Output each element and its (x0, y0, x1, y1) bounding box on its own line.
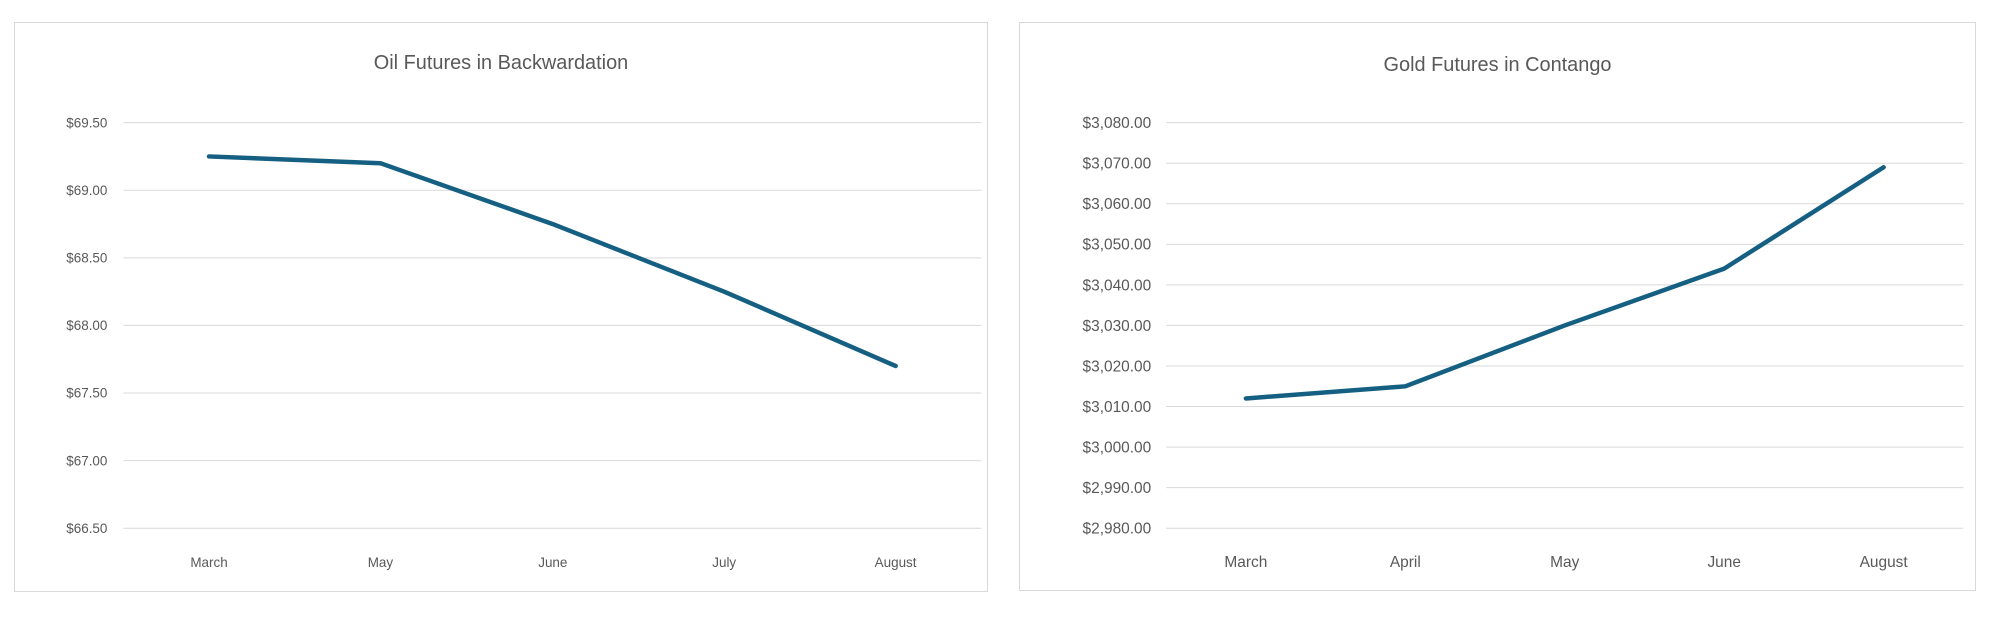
oil-futures-chart-panel[interactable]: Oil Futures in Backwardation $69.50 $69.00… (14, 22, 988, 592)
oil-chart-svg: Oil Futures in Backwardation $69.50 $69.00… (66, 52, 982, 570)
x-axis-category-label: June (1707, 554, 1740, 571)
y-axis-tick-label: $3,060.00 (1083, 196, 1152, 213)
y-axis-tick-label: $2,980.00 (1083, 521, 1152, 538)
gold-price-series-line (1243, 165, 1886, 401)
y-axis-tick-label: $3,020.00 (1083, 358, 1152, 375)
y-axis-tick-label: $3,030.00 (1083, 318, 1152, 335)
y-axis-tick-label: $3,080.00 (1083, 115, 1152, 132)
gold-chart-svg: Gold Futures in Contango $3,080.00 $3,070.… (1083, 54, 1964, 571)
x-axis-category-label: May (368, 555, 394, 570)
x-axis-category-label: April (1390, 554, 1421, 571)
x-axis-category-label: August (875, 555, 917, 570)
x-axis-category-label: March (1224, 554, 1267, 571)
y-axis-tick-label: $69.50 (66, 115, 107, 130)
y-axis-tick-label: $67.00 (66, 453, 107, 468)
y-axis-tick-label: $3,050.00 (1083, 237, 1152, 254)
x-axis-category-label: July (712, 555, 736, 570)
chart-title: Oil Futures in Backwardation (374, 52, 628, 74)
y-axis-tick-label: $69.00 (66, 183, 107, 198)
x-axis-category-label: May (1550, 554, 1579, 571)
x-axis-category-label: March (190, 555, 227, 570)
y-axis-tick-label: $68.50 (66, 251, 107, 266)
y-axis-tick-label: $3,040.00 (1083, 277, 1152, 294)
y-axis-tick-label: $2,990.00 (1083, 480, 1152, 497)
gold-futures-chart-panel[interactable]: Gold Futures in Contango $3,080.00 $3,070.… (1019, 22, 1976, 591)
chart-title: Gold Futures in Contango (1384, 54, 1612, 76)
y-axis-tick-label: $66.50 (66, 521, 107, 536)
y-axis-tick-label: $3,000.00 (1083, 440, 1152, 457)
oil-price-series-line (206, 154, 898, 369)
y-axis-tick-label: $3,010.00 (1083, 399, 1152, 416)
x-axis-category-label: August (1860, 554, 1909, 571)
y-axis-tick-label: $68.00 (66, 318, 107, 333)
y-axis-tick-label: $3,070.00 (1083, 156, 1152, 173)
y-axis-tick-label: $67.50 (66, 386, 107, 401)
x-axis-category-label: June (538, 555, 567, 570)
